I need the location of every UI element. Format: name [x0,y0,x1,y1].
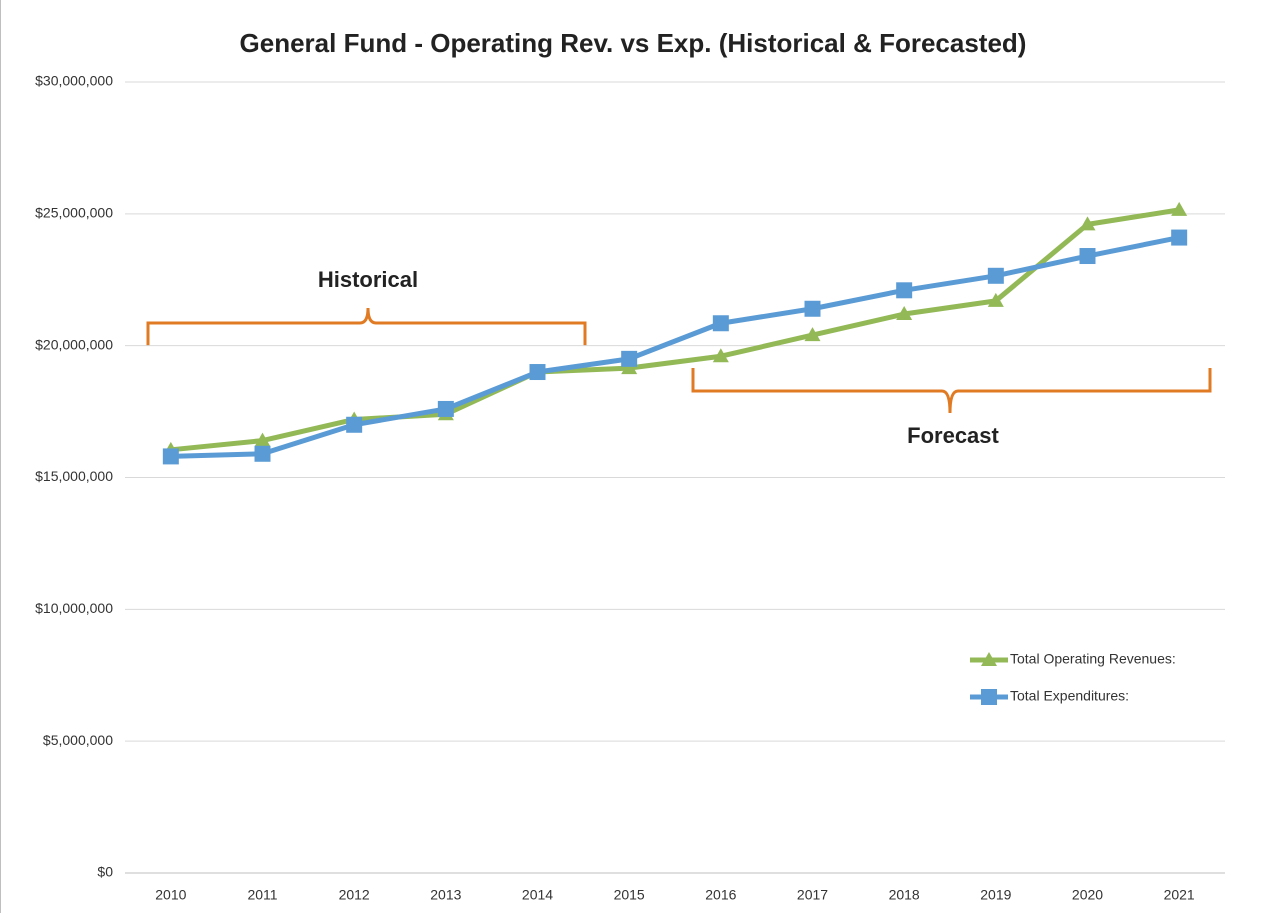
y-tick-label: $0 [97,864,113,880]
marker [987,292,1004,307]
marker [712,348,729,363]
marker [804,300,821,317]
historical-brace [146,307,587,346]
legend-label: Total Expenditures: [1010,688,1129,704]
y-tick-label: $20,000,000 [35,336,113,352]
marker [346,416,363,433]
marker [529,364,546,381]
x-tick-label: 2020 [1072,887,1103,903]
x-tick-label: 2011 [247,887,277,903]
marker [162,448,179,465]
series-line [170,235,1180,459]
annotation: Forecast [907,423,999,448]
marker [1171,229,1188,246]
x-tick-label: 2013 [430,887,461,903]
y-tick-label: $5,000,000 [43,732,113,748]
legend-marker [981,652,997,666]
x-tick-label: 2021 [1164,887,1195,903]
y-tick-label: $15,000,000 [35,468,113,484]
marker [1079,216,1096,231]
marker [1171,201,1188,216]
x-tick-label: 2019 [980,887,1011,903]
marker [896,306,913,321]
y-tick-label: $30,000,000 [35,73,113,89]
marker [1079,248,1096,265]
marker [437,400,454,417]
x-tick-label: 2010 [155,887,186,903]
legend-label: Total Operating Revenues: [1010,651,1176,667]
marker [254,445,271,462]
marker [804,327,821,342]
forecast-brace [691,368,1212,414]
marker [621,350,638,367]
x-tick-label: 2018 [889,887,920,903]
x-tick-label: 2012 [339,887,370,903]
marker [987,267,1004,284]
legend-marker [981,689,997,705]
marker [254,432,271,447]
marker [712,315,729,332]
marker [896,282,913,299]
annotation: Historical [318,267,418,292]
chart-title: General Fund - Operating Rev. vs Exp. (H… [240,28,1027,58]
marker [621,360,638,375]
x-tick-label: 2017 [797,887,828,903]
x-tick-label: 2015 [614,887,645,903]
series-line [170,207,1180,453]
y-tick-label: $25,000,000 [35,205,113,221]
x-tick-label: 2016 [705,887,736,903]
y-tick-label: $10,000,000 [35,600,113,616]
x-tick-label: 2014 [522,887,553,903]
